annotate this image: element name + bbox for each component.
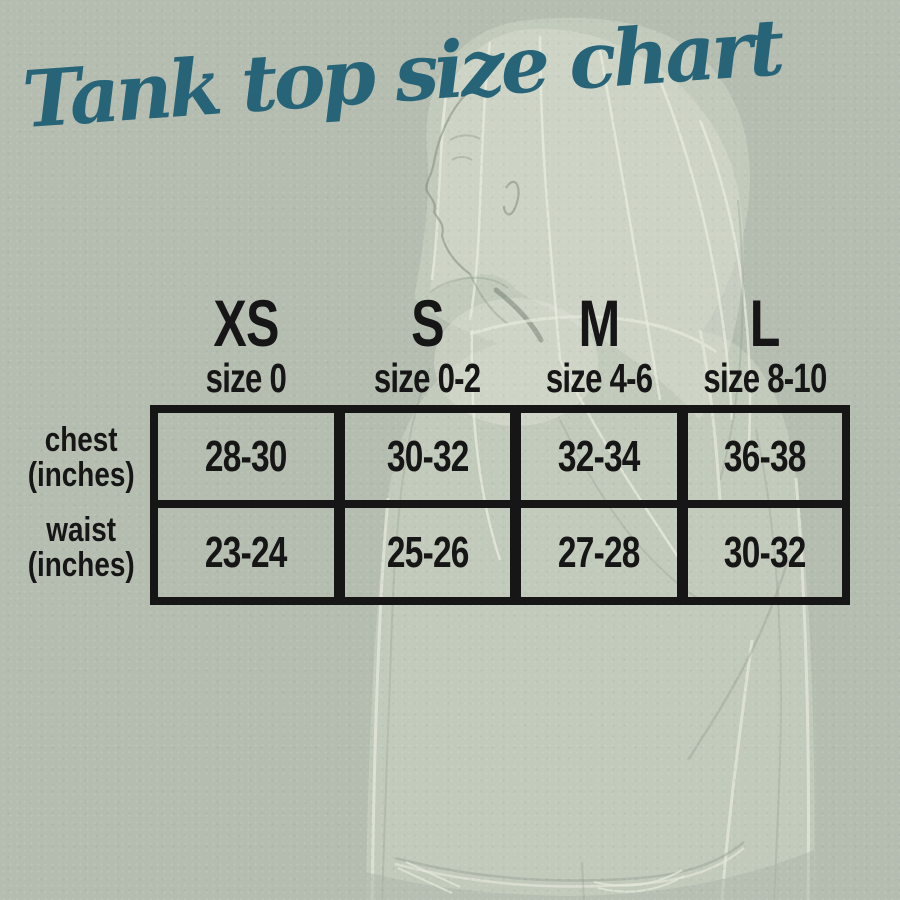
row-label-waist-text: waist xyxy=(46,511,116,549)
jeans xyxy=(366,850,814,900)
column-header-s: S xyxy=(411,286,444,360)
hair-strands xyxy=(430,35,752,561)
jeans-pocket-stitches xyxy=(397,861,685,894)
tank-strap xyxy=(493,287,544,343)
back-fold xyxy=(686,559,790,761)
size-column-headers: XS S M L size 0 size 0-2 size 4-6 size 8… xyxy=(158,286,842,401)
tank-hem-shade xyxy=(394,841,745,882)
ear-line xyxy=(502,180,520,216)
table-cell-waist-l: 30-32 xyxy=(724,527,806,577)
column-range-s: size 0-2 xyxy=(374,354,481,401)
table-cell-chest-l: 36-38 xyxy=(724,431,806,481)
column-header-m: M xyxy=(578,286,620,360)
column-range-l: size 8-10 xyxy=(703,354,827,401)
table-cell-chest-m: 32-34 xyxy=(558,431,640,481)
row-label-chest: chest (inches) xyxy=(12,423,150,493)
face-profile-line xyxy=(425,91,520,275)
table-cell-chest-xs: 28-30 xyxy=(205,431,287,481)
row-label-waist-unit: (inches) xyxy=(27,546,135,584)
row-label-chest-unit: (inches) xyxy=(27,456,135,494)
jeans-fly-line xyxy=(581,861,585,900)
column-header-l: L xyxy=(750,286,781,360)
hair xyxy=(430,28,744,421)
face-details xyxy=(449,134,509,325)
arm-lines-light xyxy=(370,315,810,900)
table-cell-waist-xs: 23-24 xyxy=(205,527,287,577)
table-gridline-horizontal xyxy=(158,500,842,508)
table-cell-waist-s: 25-26 xyxy=(386,527,469,577)
table-cell-waist-m: 27-28 xyxy=(558,527,640,577)
row-label-chest-text: chest xyxy=(44,421,118,459)
table-cell-chest-s: 30-32 xyxy=(386,431,469,481)
row-label-waist: waist (inches) xyxy=(12,513,150,583)
column-range-xs: size 0 xyxy=(205,354,287,401)
column-range-m: size 4-6 xyxy=(545,354,653,401)
column-header-xs: XS xyxy=(213,286,279,360)
hair-shadow-lines xyxy=(429,199,744,481)
size-table: 28-30 30-32 32-34 36-38 23-24 25-26 27-2… xyxy=(150,405,850,605)
